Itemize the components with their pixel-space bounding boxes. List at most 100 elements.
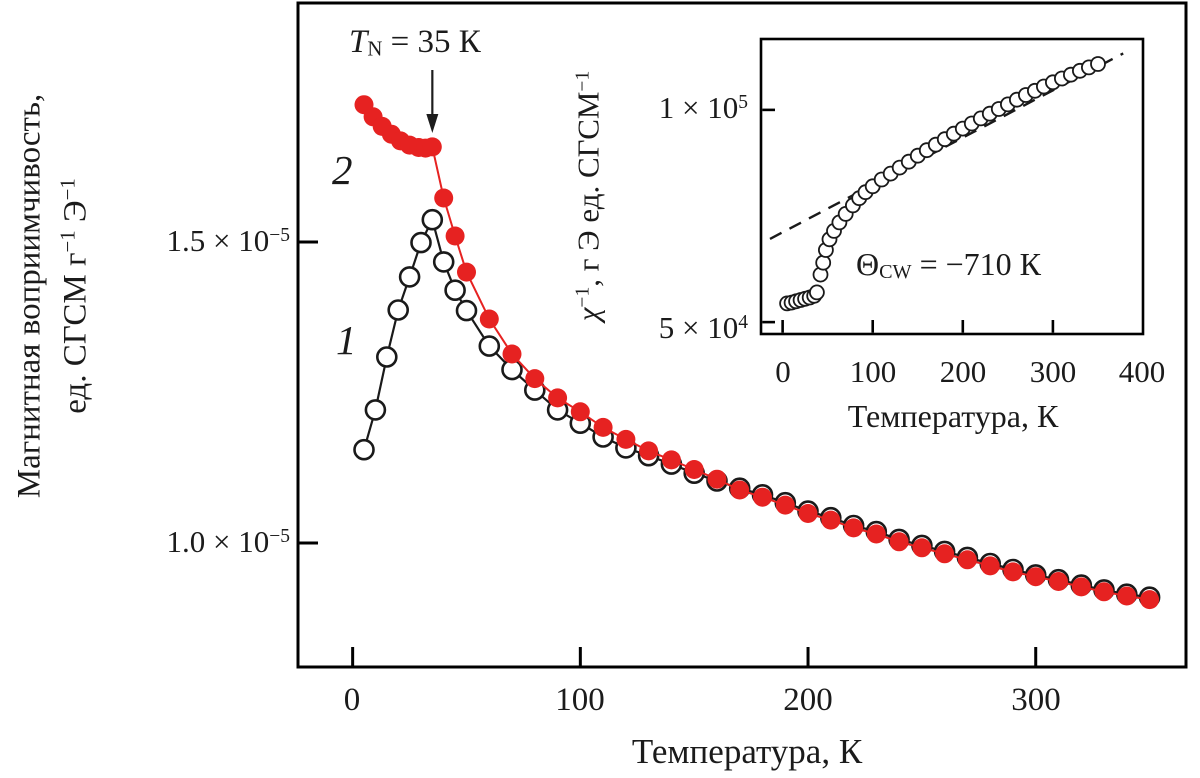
data-point-marker <box>661 450 681 470</box>
main-chart <box>296 1 1188 669</box>
main-x-tick-label-0: 0 <box>343 682 361 718</box>
main-x-tick-label-300: 300 <box>1011 682 1061 718</box>
data-point-marker <box>353 438 375 461</box>
data-point-marker <box>809 284 825 301</box>
data-point-marker <box>980 556 1000 576</box>
unit-text: Э <box>57 200 93 231</box>
data-point-marker <box>387 299 410 321</box>
data-point-marker <box>707 469 727 489</box>
data-point-marker <box>815 254 832 271</box>
data-point-marker <box>1090 56 1106 72</box>
main-series-2 <box>354 95 1160 610</box>
inset-chart <box>759 37 1145 336</box>
data-point-marker <box>821 510 841 530</box>
data-point-marker <box>444 279 466 302</box>
curie-weiss-annotation: ΘCW = −710 К <box>856 244 1041 285</box>
data-point-marker <box>398 266 421 288</box>
inset-x-tick-label-0: 0 <box>775 354 791 389</box>
main-y-axis-label-line1: Магнитная воприимчивость, <box>11 93 48 499</box>
data-point-marker <box>432 251 455 273</box>
data-point-marker <box>455 299 478 322</box>
data-point-marker <box>775 495 795 515</box>
main-x-tick-label-200: 200 <box>783 682 833 718</box>
inset-x-tick-label-300: 300 <box>1029 354 1077 389</box>
data-point-marker <box>525 369 545 389</box>
tick-text: 5 × 10 <box>658 310 739 345</box>
data-point-marker <box>1071 577 1091 597</box>
data-point-marker <box>798 504 818 523</box>
data-point-marker <box>570 402 590 422</box>
data-point-marker <box>1140 590 1160 610</box>
data-point-marker <box>478 335 501 357</box>
unit-text: ед. СГСМ г <box>57 252 93 414</box>
data-point-marker <box>593 417 613 437</box>
annotation-value: = 35 К <box>382 24 481 60</box>
superscript-exponent: −1 <box>572 70 594 92</box>
superscript-exponent: −5 <box>269 525 290 547</box>
data-point-marker <box>889 532 909 552</box>
data-point-marker <box>912 538 932 558</box>
data-point-marker <box>434 188 454 208</box>
data-point-marker <box>616 429 636 449</box>
inset-x-axis-label: Температура, К <box>847 398 1059 434</box>
inset-plot-frame <box>759 37 1145 336</box>
tick-text: 1 × 10 <box>658 90 739 125</box>
data-point-marker <box>866 524 886 544</box>
main-y-tick-label-1p0e-5: 1.0 × 10−5 <box>108 523 291 562</box>
inset-y-axis-label: χ−1, г Э ед. СГСМ−1 <box>570 71 609 321</box>
unit-text: , г Э ед. СГСМ <box>570 91 606 287</box>
subscript-CW: CW <box>879 261 912 284</box>
subscript-N: N <box>367 37 383 61</box>
inset-series-chi-inverse <box>779 56 1106 312</box>
superscript-exponent: 5 <box>738 91 748 113</box>
superscript-exponent: −1 <box>56 178 80 201</box>
series-1-label: 1 <box>336 317 357 363</box>
data-point-marker <box>639 441 659 461</box>
superscript-exponent: −1 <box>572 286 594 308</box>
symbol-chi: χ <box>570 307 606 322</box>
data-point-marker <box>375 346 398 368</box>
data-point-marker <box>457 262 476 282</box>
data-point-marker <box>957 550 977 570</box>
inset-y-tick-label-1e5: 1 × 105 <box>596 89 748 128</box>
superscript-exponent: −5 <box>269 224 290 246</box>
data-point-marker <box>364 399 387 421</box>
data-point-marker <box>1003 562 1023 582</box>
data-point-marker <box>1049 572 1068 591</box>
data-point-marker <box>410 231 432 254</box>
inset-x-tick-label-200: 200 <box>939 354 987 389</box>
main-x-tick-label-100: 100 <box>555 682 605 718</box>
data-point-marker <box>1117 586 1137 606</box>
main-y-tick-label-1p5e-5: 1.5 × 10−5 <box>108 222 291 261</box>
main-plot-frame <box>296 1 1188 669</box>
data-point-marker <box>730 480 750 500</box>
inset-x-tick-label-100: 100 <box>849 354 897 389</box>
neel-temperature-annotation: TN = 35 К <box>349 22 481 63</box>
data-point-marker <box>422 137 442 157</box>
inset-y-tick-label-5e4: 5 × 104 <box>596 309 748 348</box>
data-point-marker <box>421 208 444 231</box>
main-y-axis-label-line2: ед. СГСМ г−1 Э−1 <box>53 94 99 499</box>
data-point-marker <box>502 344 522 364</box>
symbol-T: T <box>349 24 368 60</box>
data-point-marker <box>1094 582 1114 602</box>
annotation-value: = −710 К <box>911 246 1042 282</box>
data-point-marker <box>479 309 499 329</box>
data-point-marker <box>1026 567 1046 587</box>
superscript-exponent: −1 <box>56 230 80 253</box>
main-y-axis-label: Магнитная воприимчивость, ед. СГСМ г−1 Э… <box>7 94 98 499</box>
data-point-marker <box>548 388 568 408</box>
superscript-exponent: 4 <box>738 311 748 333</box>
tick-text: 1.0 × 10 <box>166 524 270 559</box>
inset-x-tick-label-400: 400 <box>1118 354 1166 389</box>
series-line <box>362 216 1150 599</box>
tick-text: 1.5 × 10 <box>166 223 270 258</box>
data-point-marker <box>445 226 465 246</box>
symbol-theta: Θ <box>856 246 880 282</box>
data-point-marker <box>684 460 704 479</box>
data-point-marker <box>935 544 955 564</box>
tn-arrow <box>426 70 439 133</box>
data-point-marker <box>844 518 864 538</box>
